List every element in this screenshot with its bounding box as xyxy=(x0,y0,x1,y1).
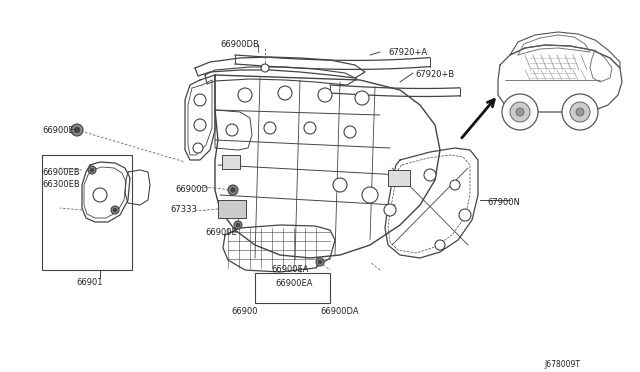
Text: 67900N: 67900N xyxy=(487,198,520,207)
Circle shape xyxy=(384,204,396,216)
Bar xyxy=(42,155,132,270)
Circle shape xyxy=(459,209,471,221)
Circle shape xyxy=(318,260,322,264)
Text: 66901: 66901 xyxy=(77,278,103,287)
Circle shape xyxy=(333,178,347,192)
Text: 66900E: 66900E xyxy=(205,228,237,237)
Text: 66900: 66900 xyxy=(232,307,259,316)
Text: 66900EB: 66900EB xyxy=(42,168,79,177)
Circle shape xyxy=(502,94,538,130)
Circle shape xyxy=(194,94,206,106)
Bar xyxy=(222,155,240,169)
Text: 67333: 67333 xyxy=(170,205,197,214)
Circle shape xyxy=(450,180,460,190)
Circle shape xyxy=(74,127,80,133)
Bar xyxy=(388,170,410,186)
Text: 66300EB: 66300EB xyxy=(42,180,80,189)
Circle shape xyxy=(316,258,324,266)
Circle shape xyxy=(261,64,269,72)
Circle shape xyxy=(236,223,240,227)
Circle shape xyxy=(193,143,203,153)
Text: 67920+A: 67920+A xyxy=(388,48,427,57)
Circle shape xyxy=(570,102,590,122)
Circle shape xyxy=(362,187,378,203)
Circle shape xyxy=(318,88,332,102)
Text: 66900EA: 66900EA xyxy=(275,279,312,288)
Circle shape xyxy=(355,91,369,105)
Circle shape xyxy=(510,102,530,122)
Circle shape xyxy=(576,108,584,116)
Text: 66900DB: 66900DB xyxy=(221,40,259,49)
Circle shape xyxy=(264,122,276,134)
Circle shape xyxy=(113,208,117,212)
Text: J678009T: J678009T xyxy=(544,360,580,369)
Circle shape xyxy=(562,94,598,130)
Circle shape xyxy=(111,206,119,214)
Circle shape xyxy=(230,187,236,192)
Circle shape xyxy=(424,169,436,181)
Text: 66900D: 66900D xyxy=(175,185,208,194)
Circle shape xyxy=(71,124,83,136)
Circle shape xyxy=(516,108,524,116)
Text: 66900DA: 66900DA xyxy=(321,307,359,316)
Circle shape xyxy=(228,185,238,195)
Circle shape xyxy=(194,119,206,131)
Circle shape xyxy=(344,126,356,138)
Circle shape xyxy=(90,168,94,172)
Circle shape xyxy=(88,166,96,174)
Circle shape xyxy=(435,240,445,250)
Circle shape xyxy=(304,122,316,134)
Text: 67920+B: 67920+B xyxy=(415,70,454,79)
Text: 66900E: 66900E xyxy=(42,126,74,135)
Circle shape xyxy=(93,188,107,202)
Bar xyxy=(218,200,246,218)
Circle shape xyxy=(238,88,252,102)
Bar xyxy=(255,273,330,303)
Circle shape xyxy=(226,124,238,136)
Circle shape xyxy=(234,221,242,229)
Circle shape xyxy=(278,86,292,100)
Text: 66900EA: 66900EA xyxy=(271,265,308,274)
